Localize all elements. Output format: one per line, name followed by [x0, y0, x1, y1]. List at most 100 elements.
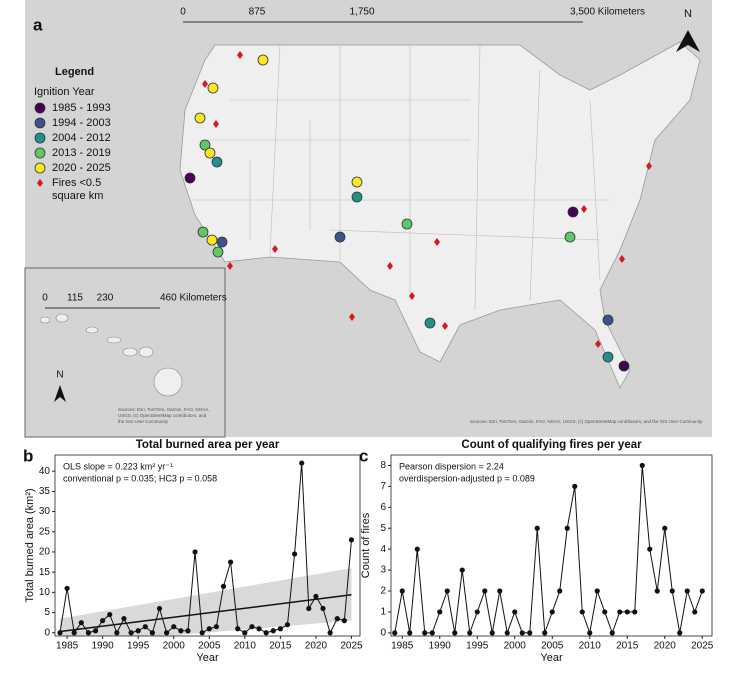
x-tick-label: 1990 — [429, 641, 452, 652]
data-point — [692, 609, 698, 615]
data-point — [654, 588, 660, 594]
fire-marker — [602, 314, 614, 326]
data-point — [114, 630, 120, 636]
legend-title: Legend — [55, 66, 94, 78]
inset-sources: Sources: Esri, TomTom, Garmin, FAO, NOAA… — [118, 407, 209, 412]
x-tick-label: 2025 — [691, 641, 714, 652]
x-axis-label: Year — [540, 652, 563, 664]
legend-swatch — [34, 162, 46, 174]
y-tick-label: 30 — [39, 506, 51, 517]
y-axis-label: Count of fires — [360, 512, 372, 578]
data-point — [220, 583, 227, 589]
data-point — [334, 616, 340, 622]
data-point — [142, 624, 148, 630]
data-point — [392, 630, 398, 636]
north-label: N — [684, 8, 692, 20]
inset-scale-label: 0 — [42, 293, 48, 304]
x-tick-label: 2025 — [340, 641, 363, 652]
fire-marker — [564, 231, 576, 243]
chart-title: Total burned area per year — [136, 439, 280, 451]
data-point — [632, 609, 638, 615]
x-tick-label: 2005 — [198, 641, 221, 652]
y-tick-label: 3 — [380, 565, 386, 576]
data-point — [206, 626, 212, 632]
x-axis-label: Year — [196, 652, 219, 664]
chart-title: Count of qualifying fires per year — [461, 439, 642, 451]
fire-marker — [211, 156, 223, 168]
data-point — [542, 630, 548, 636]
data-point — [399, 588, 405, 594]
y-tick-label: 4 — [380, 544, 386, 555]
panel-label: a — [33, 15, 43, 34]
data-point — [149, 630, 156, 636]
data-point — [564, 525, 570, 531]
data-point — [235, 626, 241, 632]
state-lines — [190, 44, 610, 311]
hawaii-islands — [39, 313, 183, 397]
data-point — [171, 624, 177, 630]
legend-label: 1985 - 1993 — [52, 102, 111, 114]
data-point — [299, 460, 305, 466]
y-tick-label: 8 — [380, 460, 386, 471]
plot-frame — [390, 454, 713, 637]
data-point — [609, 630, 615, 636]
fire-marker — [424, 317, 436, 329]
data-point — [459, 567, 465, 573]
inset-scale-label: 460 Kilometers — [160, 293, 227, 304]
y-tick-label: 15 — [39, 567, 51, 578]
scale-label: 875 — [249, 7, 266, 18]
x-tick-label: 2010 — [579, 641, 602, 652]
data-point — [677, 630, 683, 636]
y-tick-label: 0 — [44, 627, 50, 638]
data-point — [135, 628, 141, 634]
annotation: conventional p = 0.035; HC3 p = 0.058 — [63, 473, 217, 483]
data-point — [213, 624, 219, 630]
confidence-band — [59, 568, 352, 636]
data-point — [263, 630, 269, 636]
data-point — [256, 626, 262, 632]
data-point — [242, 630, 248, 636]
data-point — [527, 630, 533, 636]
annotation: overdispersion-adjusted p = 0.089 — [399, 473, 535, 483]
panel-label: b — [23, 446, 33, 465]
fire-marker — [351, 176, 363, 188]
y-tick-label: 10 — [39, 587, 51, 598]
legend: Legend Ignition Year 1985 - 1993 1994 - 2… — [34, 66, 111, 202]
data-point — [617, 609, 623, 615]
data-point — [313, 593, 319, 600]
fire-marker — [184, 172, 196, 184]
series-line — [394, 465, 703, 635]
y-tick-label: 7 — [380, 481, 386, 492]
x-tick-label: 2000 — [163, 641, 186, 652]
fire-marker — [212, 246, 224, 258]
y-tick-label: 2 — [380, 586, 386, 597]
data-point — [192, 549, 198, 555]
x-tick-label: 2020 — [305, 641, 328, 652]
data-point — [107, 611, 113, 618]
data-point — [662, 525, 668, 531]
data-point — [156, 605, 163, 612]
data-point — [669, 588, 675, 594]
annotation: Pearson dispersion = 2.24 — [399, 461, 504, 471]
data-point — [467, 630, 473, 636]
fire-marker — [206, 234, 218, 246]
data-point — [684, 588, 690, 594]
x-tick-label: 2015 — [269, 641, 292, 652]
data-point — [699, 588, 705, 594]
data-point — [437, 609, 443, 615]
data-point — [489, 630, 495, 636]
inset-scale-label: 230 — [97, 293, 114, 304]
fire-marker — [257, 54, 269, 66]
y-tick-label: 25 — [39, 526, 51, 537]
data-point — [249, 624, 255, 630]
legend-swatch — [34, 147, 46, 159]
x-tick-label: 1985 — [391, 641, 414, 652]
data-point — [594, 588, 600, 594]
y-tick-label: 0 — [380, 628, 386, 639]
data-point — [348, 537, 355, 543]
legend-label: 2013 - 2019 — [52, 147, 111, 159]
data-point — [291, 551, 298, 557]
data-point — [228, 559, 234, 565]
legend-label: 2004 - 2012 — [52, 132, 111, 144]
